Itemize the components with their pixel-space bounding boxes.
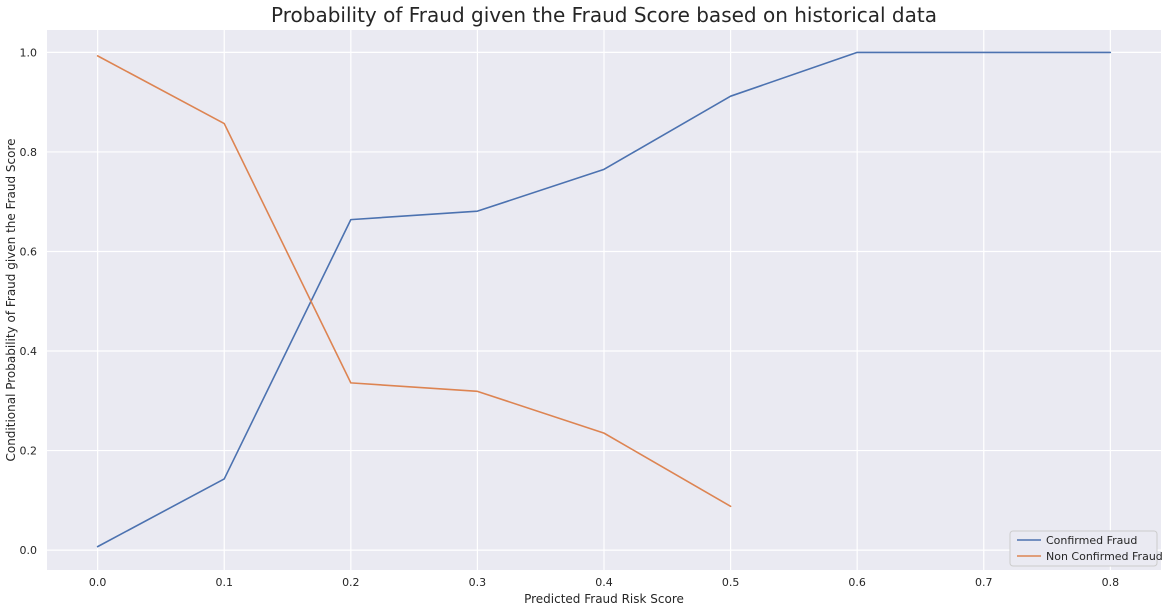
series-lines [96, 51, 1112, 548]
x-tick-label: 0.5 [722, 576, 740, 589]
y-tick-label: 0.8 [20, 146, 38, 159]
legend-label-non-confirmed-fraud: Non Confirmed Fraud [1046, 550, 1163, 563]
series-line-confirmed-fraud [96, 51, 1112, 548]
y-tick-label: 0.4 [20, 345, 38, 358]
x-tick-label: 0.0 [89, 576, 107, 589]
x-tick-label: 0.4 [595, 576, 613, 589]
y-gridlines [47, 51, 1161, 551]
x-axis-label: Predicted Fraud Risk Score [524, 592, 684, 606]
x-tick-label: 0.8 [1102, 576, 1120, 589]
legend-box [1009, 530, 1158, 567]
x-tick-label: 0.2 [342, 576, 360, 589]
y-tick-label: 0.2 [20, 445, 38, 458]
chart-title: Probability of Fraud given the Fraud Sco… [271, 3, 937, 27]
legend: Confirmed Fraud Non Confirmed Fraud [1009, 530, 1163, 567]
series-line-non-confirmed-fraud [96, 55, 732, 508]
x-tick-label: 0.6 [848, 576, 866, 589]
x-tick-label: 0.3 [469, 576, 487, 589]
y-tick-label: 1.0 [20, 46, 38, 59]
y-tick-label: 0.6 [20, 245, 38, 258]
legend-label-confirmed-fraud: Confirmed Fraud [1046, 534, 1137, 547]
y-axis-label: Conditional Probability of Fraud given t… [4, 138, 18, 461]
x-gridlines [97, 30, 1111, 570]
x-tick-label: 0.1 [215, 576, 233, 589]
y-tick-label: 0.0 [20, 544, 38, 557]
y-tick-labels: 0.0 0.2 0.4 0.6 0.8 1.0 [20, 46, 38, 557]
x-tick-label: 0.7 [975, 576, 993, 589]
x-tick-labels: 0.0 0.1 0.2 0.3 0.4 0.5 0.6 0.7 0.8 [89, 576, 1119, 589]
